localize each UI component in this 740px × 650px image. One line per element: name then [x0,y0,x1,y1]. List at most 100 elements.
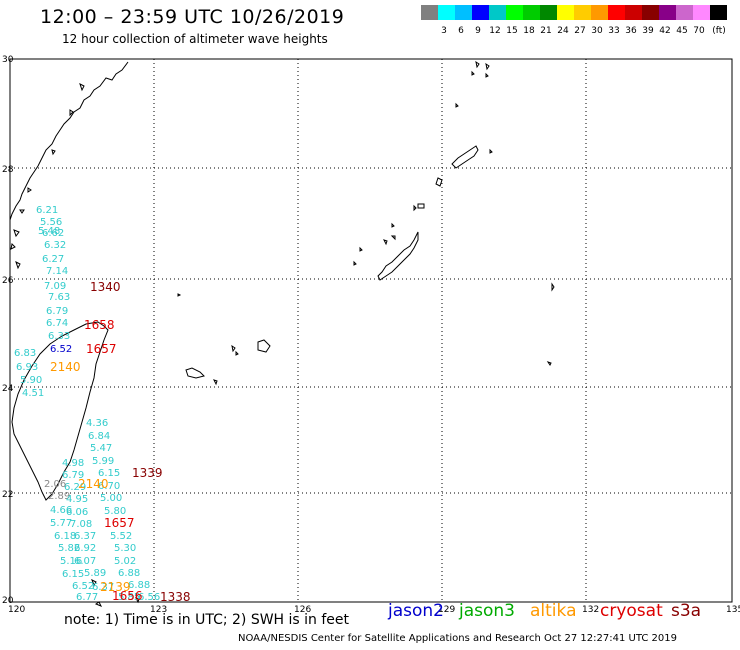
wave-height-value: 7.63 [48,292,70,303]
legend-label: 70 [693,26,705,36]
credit-line: NOAA/NESDIS Center for Satellite Applica… [238,633,677,644]
pass-time-label: 1338 [160,590,191,604]
satellite-legend-s3a: s3a [671,601,702,621]
wave-height-value: 4.36 [86,418,108,429]
china-coast-islands [10,83,85,270]
wave-height-value: 6.83 [14,348,36,359]
wave-height-value: 5.00 [100,493,122,504]
legend-label: 9 [475,26,481,36]
legend-swatch [608,5,625,20]
pass-time-label: 1657 [104,516,135,530]
wave-height-value: 5.30 [114,543,136,554]
ryukyu-small-islands [353,204,417,266]
wave-height-value: 5.52 [110,531,132,542]
wave-height-value: 2.06 [44,479,66,490]
wave-height-value: 6.37 [74,531,96,542]
map-frame [9,58,733,603]
satellite-legend-cryosat: cryosat [600,601,663,621]
coastlines [9,60,555,607]
pass-time-label: 2139 [100,580,131,594]
wave-height-value: 6.27 [42,254,64,265]
legend-label: 36 [625,26,637,36]
wave-height-value: 6.32 [44,240,66,251]
legend-label: 21 [540,26,552,36]
legend-swatch [557,5,574,20]
wave-height-value: 6.37 [92,582,114,593]
legend-swatch [625,5,642,20]
latitude-tick-label: 22 [2,490,13,500]
wave-height-value: 4.95 [66,494,88,505]
okinawa-coast [377,231,419,281]
lat-lon-grid [10,59,732,602]
wave-height-value: 6.77 [76,592,98,603]
legend-swatch [591,5,608,20]
legend-label: 42 [659,26,671,36]
legend-label: 39 [642,26,654,36]
batanes-islands [91,578,140,607]
wave-height-value: 5.56 [40,217,62,228]
pass-time-label: 2140 [50,360,81,374]
axis-ticks: 120 123 126 129 132 135 30 28 26 24 22 20 [2,55,740,615]
pass-time-label: 1658 [84,318,115,332]
legend-swatch [455,5,472,20]
wave-height-value: 6.29 [64,482,86,493]
pass-time-label: 1340 [90,280,121,294]
longitude-tick-label: 135 [726,605,740,615]
pass-time-label: 1656 [112,589,143,603]
longitude-tick-label: 132 [582,605,599,615]
taiwan-coast [11,321,109,501]
legend-swatch [710,5,727,20]
legend-label: 15 [506,26,518,36]
wave-height-value: 5.48 [38,226,60,237]
legend-swatch [523,5,540,20]
wave-height-value: 5.80 [104,506,126,517]
map-subtitle: 12 hour collection of altimeter wave hei… [62,32,328,46]
wave-height-value: 4.66 [50,505,72,516]
wave-height-value: 5.99 [92,456,114,467]
wave-height-value: 6.79 [46,306,68,317]
longitude-tick-label: 123 [150,605,167,615]
latitude-tick-label: 30 [2,55,14,65]
legend-unit: (ft) [712,26,726,36]
wave-height-value: 7.14 [46,266,68,277]
wave-height-value: 6.07 [74,556,96,567]
longitude-tick-label: 126 [294,605,311,615]
legend-swatch [489,5,506,20]
wave-height-value: 5.89 [84,568,106,579]
longitude-tick-label: 120 [8,605,25,615]
legend-swatch [438,5,455,20]
legend-label: 24 [557,26,569,36]
wave-height-value: 6.56 [138,592,160,603]
wave-height-value: 6.79 [62,470,84,481]
wave-height-value: 6.33 [48,331,70,342]
legend-swatch [506,5,523,20]
legend-swatch [693,5,710,20]
longitude-tick-label: 129 [438,605,455,615]
wave-height-value: 4.98 [62,458,84,469]
wave-height-value: 7.08 [70,519,92,530]
legend-swatch [676,5,693,20]
amami-coast [417,145,479,209]
wave-height-value: 6.21 [36,205,58,216]
wave-height-value: 6.92 [74,543,96,554]
miyako-yaeyama [185,339,271,386]
wave-height-value: 2.89 [48,491,70,502]
legend-label: 33 [608,26,620,36]
wave-height-value: 6.88 [118,568,140,579]
wave-height-value: 5.90 [20,375,42,386]
wave-height-value: 6.84 [88,431,110,442]
latitude-tick-label: 24 [2,384,14,394]
wave-height-value: 5.16 [60,556,82,567]
legend-swatch [472,5,489,20]
wave-height-value: 5.47 [90,443,112,454]
legend-swatch [574,5,591,20]
daito-islands [177,282,555,366]
wave-height-value: 4.51 [22,388,44,399]
wave-height-value: 7.09 [44,281,66,292]
wave-height-value: 6.74 [46,318,68,329]
legend-label: 27 [574,26,586,36]
latitude-tick-label: 20 [2,596,14,606]
wave-height-observations: 6.215.565.486.626.32 6.277.14 7.097.63 6.79… [14,205,160,603]
